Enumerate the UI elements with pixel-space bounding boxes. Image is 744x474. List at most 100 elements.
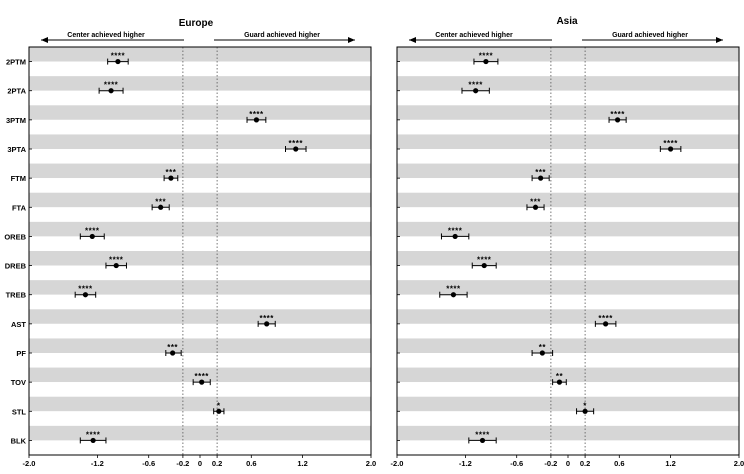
row-band-plain (397, 119, 739, 135)
significance-label: **** (475, 430, 490, 439)
significance-label: *** (155, 197, 166, 206)
row-band-plain (397, 178, 739, 193)
x-tick-label: 0.6 (614, 459, 624, 468)
x-tick-label: 1.2 (665, 459, 675, 468)
direction-arrowhead-left (41, 37, 48, 43)
row-band-plain (397, 353, 739, 368)
row-band-plain (397, 265, 739, 281)
row-band-plain (29, 178, 371, 193)
category-label: TOV (11, 378, 26, 387)
significance-label: **** (289, 139, 304, 148)
row-band-shaded (29, 192, 371, 208)
significance-label: **** (109, 256, 124, 265)
estimate-point (170, 350, 176, 356)
estimate-point (113, 262, 119, 269)
row-band-shaded (29, 280, 371, 295)
row-band-plain (397, 90, 739, 106)
row-band-plain (29, 265, 371, 281)
row-band-shaded (397, 134, 739, 149)
significance-label: **** (259, 314, 274, 323)
asia-panel: Asia Center achieved higher Guard achiev… (391, 16, 744, 468)
estimate-point (479, 437, 486, 444)
x-tick-label: 2.0 (734, 459, 744, 468)
estimate-point (539, 350, 545, 356)
estimate-point (199, 379, 205, 385)
significance-label: *** (530, 197, 541, 206)
estimate-point (450, 292, 457, 298)
row-band-shaded (29, 76, 371, 91)
row-band-plain (397, 411, 739, 426)
estimate-point (158, 204, 164, 210)
estimate-point (168, 175, 174, 181)
significance-label: *** (167, 343, 178, 352)
category-label: FTA (12, 203, 27, 212)
estimate-point (668, 146, 674, 152)
row-band-plain (29, 323, 371, 339)
estimate-point (614, 117, 621, 123)
row-band-plain (397, 236, 739, 251)
estimate-point (216, 408, 222, 414)
row-band-plain (29, 353, 371, 368)
direction-arrowhead-right (716, 37, 723, 43)
estimate-point (82, 292, 89, 298)
x-tick-label: -2.0 (391, 459, 404, 468)
x-tick-label: 0.2 (580, 459, 590, 468)
estimate-point (473, 88, 479, 94)
x-tick-label: 0.6 (246, 459, 256, 468)
estimate-point (483, 58, 489, 65)
row-band-shaded (397, 367, 739, 383)
significance-label: ** (556, 372, 564, 381)
row-band-shaded (397, 163, 739, 179)
row-band-shaded (29, 425, 371, 441)
x-tick-label: -1.2 (91, 459, 104, 468)
x-tick-label: 1.2 (297, 459, 307, 468)
direction-right-label: Guard achieved higher (612, 32, 688, 39)
category-label: DREB (5, 262, 27, 271)
row-band-shaded (29, 47, 371, 62)
row-band-shaded (29, 105, 371, 120)
row-band-shaded (397, 251, 739, 266)
significance-label: *** (166, 168, 177, 177)
significance-label: * (583, 401, 587, 410)
estimate-point (90, 437, 96, 444)
row-band-plain (29, 90, 371, 106)
x-tick-label: -0.6 (510, 459, 523, 468)
estimate-point (108, 88, 114, 94)
row-band-plain (397, 149, 739, 164)
row-band-plain (397, 294, 739, 310)
significance-label: **** (85, 226, 100, 235)
significance-label: **** (111, 52, 126, 61)
direction-arrowhead-left (409, 37, 416, 43)
estimate-point (481, 262, 487, 269)
row-band-shaded (397, 425, 739, 441)
panel-title: Asia (556, 16, 578, 27)
significance-label: *** (535, 168, 546, 177)
row-band-shaded (29, 221, 371, 237)
row-band-shaded (397, 221, 739, 237)
significance-label: * (217, 401, 221, 410)
estimate-point (115, 58, 121, 65)
category-label: 3PTA (7, 145, 26, 154)
x-tick-label: -0.2 (176, 459, 189, 468)
row-band-shaded (397, 76, 739, 91)
row-band-shaded (29, 134, 371, 149)
significance-label: **** (598, 314, 613, 323)
row-band-plain (397, 207, 739, 222)
row-band-plain (397, 323, 739, 339)
row-band-shaded (29, 396, 371, 412)
category-label: TREB (6, 291, 27, 300)
significance-label: ** (539, 343, 547, 352)
category-label: OREB (4, 232, 26, 241)
category-label: FTM (11, 174, 26, 183)
category-label: 3PTM (6, 116, 26, 125)
estimate-point (538, 175, 544, 181)
category-label: 2PTA (7, 87, 26, 96)
panel-title: Europe (179, 18, 214, 29)
significance-label: **** (479, 52, 494, 61)
row-band-plain (397, 61, 739, 77)
row-band-shaded (29, 338, 371, 353)
row-band-shaded (29, 163, 371, 179)
row-band-shaded (29, 367, 371, 383)
estimate-point (556, 379, 563, 385)
